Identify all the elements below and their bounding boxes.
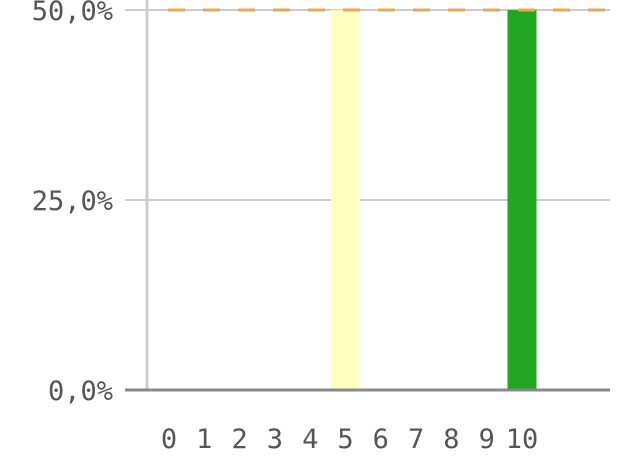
grid-lines bbox=[125, 9, 610, 391]
x-tick-label: 0 bbox=[161, 424, 177, 455]
axes bbox=[125, 0, 610, 392]
bar-5 bbox=[331, 10, 360, 390]
x-tick-label: 8 bbox=[443, 424, 459, 455]
x-tick-label: 9 bbox=[479, 424, 495, 455]
x-tick-label: 4 bbox=[302, 424, 318, 455]
y-tick-labels: 0,0% 25,0% 50,0% bbox=[32, 0, 113, 407]
y-tick-label: 25,0% bbox=[32, 186, 113, 217]
x-tick-label: 7 bbox=[408, 424, 424, 455]
bars bbox=[331, 10, 537, 390]
x-tick-label: 10 bbox=[506, 424, 539, 455]
y-tick-label: 50,0% bbox=[32, 0, 113, 27]
x-tick-labels: 0 1 2 3 4 5 6 7 8 9 10 bbox=[161, 424, 538, 455]
bar-10 bbox=[507, 10, 537, 390]
x-tick-label: 6 bbox=[373, 424, 389, 455]
x-tick-label: 2 bbox=[231, 424, 247, 455]
y-tick-label: 0,0% bbox=[48, 376, 113, 407]
x-tick-label: 3 bbox=[267, 424, 283, 455]
x-tick-label: 1 bbox=[196, 424, 212, 455]
x-tick-label: 5 bbox=[337, 424, 353, 455]
